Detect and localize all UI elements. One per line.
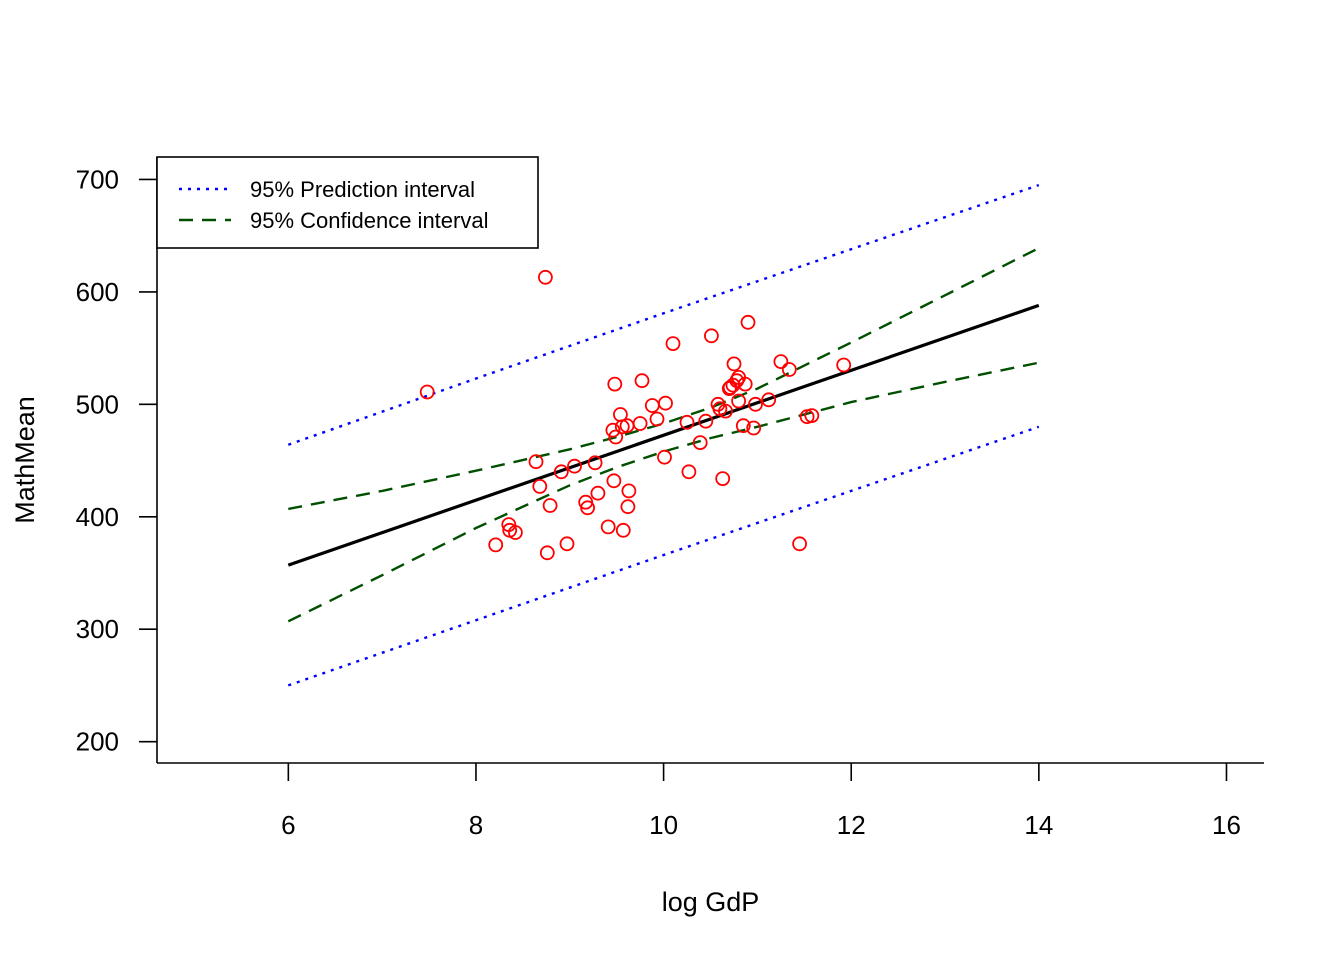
data-point: [615, 522, 631, 538]
data-point: [804, 408, 820, 424]
data-point: [692, 435, 708, 451]
data-point: [508, 525, 523, 540]
y-tick-label: 500: [76, 389, 119, 419]
x-tick-label: 10: [649, 810, 678, 840]
data-point: [532, 478, 548, 494]
data-point: [649, 411, 665, 427]
x-axis-title: log GdP: [662, 887, 760, 917]
y-tick-label: 600: [76, 277, 119, 307]
y-tick-label: 200: [76, 727, 119, 757]
legend-box: [156, 156, 539, 249]
prediction-interval-line: [287, 183, 1040, 446]
data-point: [737, 376, 753, 392]
data-point: [657, 449, 672, 465]
data-point: [761, 392, 777, 408]
data-point: [620, 499, 636, 515]
x-tick-label: 12: [837, 810, 866, 840]
data-point: [735, 418, 751, 434]
data-point: [718, 403, 733, 419]
series-lines: [287, 183, 1040, 687]
x-tick-label: 6: [281, 810, 295, 840]
data-point: [542, 498, 558, 513]
data-point: [621, 483, 637, 499]
data-point: [681, 464, 697, 480]
data-point: [773, 354, 789, 370]
data-point: [704, 328, 719, 344]
data-point: [679, 414, 695, 430]
data-point: [665, 336, 681, 352]
data-point: [580, 500, 595, 516]
data-point: [746, 420, 762, 436]
data-point: [748, 396, 763, 412]
data-point: [528, 454, 544, 470]
axes: 6 8 10 12 14 16 200 300 400 500 600 700: [76, 157, 1264, 840]
legend-label: 95% Prediction interval: [250, 177, 475, 202]
data-point: [658, 395, 673, 411]
data-point: [715, 471, 731, 487]
data-point: [698, 413, 714, 429]
x-tick-label: 16: [1212, 810, 1241, 840]
data-point: [587, 455, 603, 471]
confidence-interval-line: [288, 247, 1040, 511]
data-point: [644, 398, 660, 413]
prediction-interval-line: [287, 425, 1040, 687]
data-point: [605, 422, 621, 438]
data-point: [419, 384, 435, 400]
data-point: [792, 536, 807, 552]
data-point: [607, 376, 623, 392]
y-tick-label: 700: [76, 164, 119, 194]
x-tick-label: 14: [1024, 810, 1053, 840]
data-point: [632, 416, 648, 431]
data-point: [606, 473, 622, 489]
data-point: [488, 537, 504, 553]
data-point: [608, 429, 624, 445]
regression-line: [287, 303, 1040, 567]
data-point: [731, 393, 746, 409]
data-point: [836, 357, 852, 373]
data-point: [539, 545, 555, 561]
data-point: [634, 373, 650, 389]
y-tick-label: 300: [76, 614, 119, 644]
data-point: [726, 356, 742, 372]
data-points: [419, 269, 852, 561]
data-point: [600, 519, 616, 535]
data-point: [740, 314, 756, 330]
data-point: [538, 269, 553, 285]
y-axis-title: MathMean: [10, 396, 40, 524]
data-point: [781, 362, 797, 377]
data-point: [559, 536, 575, 552]
legend-label: 95% Confidence interval: [250, 208, 488, 233]
data-point: [590, 485, 606, 501]
data-point: [553, 464, 569, 480]
data-point: [567, 458, 582, 474]
legend: 95% Prediction interval 95% Confidence in…: [156, 156, 539, 249]
y-tick-label: 400: [76, 502, 119, 532]
confidence-interval-line: [287, 361, 1040, 623]
x-tick-label: 8: [469, 810, 483, 840]
